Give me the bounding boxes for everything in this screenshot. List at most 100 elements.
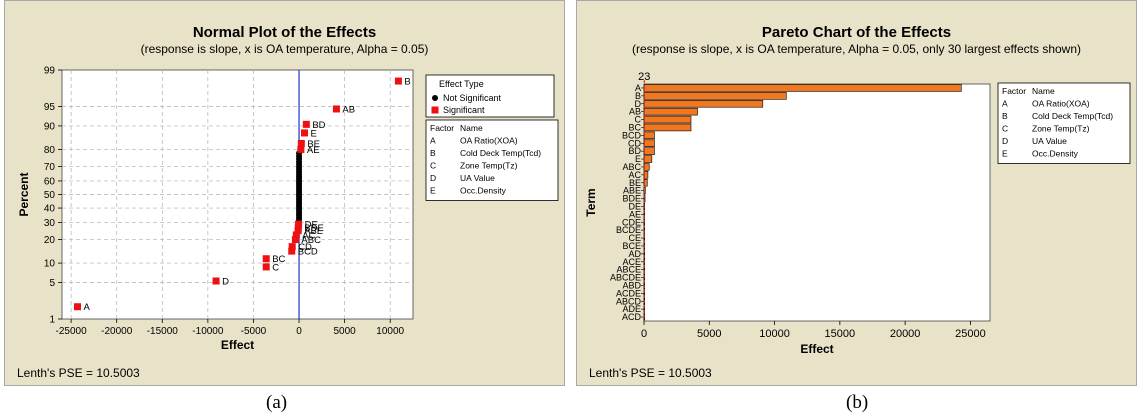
pareto-chart-svg: ABDABCBCBCDCDBDEABCACBEABEBDEDEAECDEBCDE…	[584, 71, 1131, 356]
factor-code: B	[1002, 111, 1008, 121]
point-label: ABC	[301, 235, 321, 246]
x-axis-label: Effect	[221, 338, 254, 352]
y-tick-label: 5	[49, 278, 55, 289]
x-tick-label: 0	[296, 326, 302, 337]
effect-bar	[643, 155, 653, 163]
factor-code: D	[430, 173, 436, 183]
term-label: ACD	[622, 312, 642, 322]
significant-point	[394, 77, 402, 85]
x-tick-label: -20000	[101, 326, 133, 337]
x-tick-label: -15000	[147, 326, 179, 337]
significant-point	[262, 263, 270, 271]
term-label: BCE	[622, 241, 641, 251]
y-tick-label: 80	[44, 145, 56, 156]
point-label: E	[311, 128, 317, 139]
term-label: ABCDE	[610, 273, 641, 283]
factor-name: OA Ratio(XOA)	[460, 136, 518, 146]
significant-point	[302, 120, 310, 128]
y-tick-label: 1	[49, 315, 55, 326]
term-label: ABC	[622, 162, 641, 172]
term-label: ACDE	[616, 288, 641, 298]
significant-point	[332, 105, 340, 113]
term-label: CD	[628, 138, 641, 148]
reference-line-label: 23	[638, 71, 650, 83]
term-label: E	[635, 154, 641, 164]
effect-bar	[643, 107, 698, 116]
factor-table-header: Factor	[430, 123, 454, 133]
point-label: AB	[342, 104, 355, 115]
point-label: AE	[307, 145, 320, 156]
effect-bar	[643, 84, 962, 92]
factor-name: UA Value	[1032, 136, 1067, 146]
term-label: BD	[628, 146, 641, 156]
factor-table-header: Name	[1032, 86, 1055, 96]
x-axis-label: Effect	[800, 342, 833, 356]
x-tick-label: -10000	[192, 326, 224, 337]
significant-point	[73, 303, 81, 311]
legend-marker-significant	[431, 106, 439, 114]
y-tick-label: 99	[44, 66, 56, 77]
term-label: AE	[629, 209, 641, 219]
factor-name: OA Ratio(XOA)	[1032, 99, 1090, 109]
y-axis-label: Percent	[17, 172, 31, 216]
factor-name: Zone Temp(Tz)	[460, 161, 518, 171]
plot-area	[643, 83, 991, 322]
x-tick-label: 25000	[955, 328, 986, 340]
effect-bar	[643, 131, 655, 140]
significant-point	[295, 220, 303, 228]
y-tick-label: 60	[44, 176, 56, 187]
factor-table-box	[997, 82, 1131, 164]
term-label: BCDE	[616, 225, 641, 235]
point-label: D	[222, 277, 229, 288]
legend-marker-not-significant	[432, 95, 438, 101]
x-tick-label: 10000	[376, 326, 404, 337]
factor-code: B	[430, 148, 436, 158]
chart-subtitle: (response is slope, x is OA temperature,…	[140, 42, 429, 56]
term-label: AD	[628, 249, 641, 259]
point-label: CD	[298, 242, 312, 253]
point-label: ABE	[304, 226, 323, 237]
term-label: C	[635, 115, 642, 125]
point-label: BD	[312, 120, 325, 131]
x-tick-label: -25000	[56, 326, 88, 337]
term-label: ABD	[622, 280, 641, 290]
point-label: BC	[272, 254, 285, 265]
chart-title: Normal Plot of the Effects	[192, 24, 377, 41]
effect-bar	[643, 123, 692, 132]
y-tick-label: 40	[44, 204, 56, 215]
significant-point	[297, 139, 305, 147]
factor-code: C	[430, 161, 436, 171]
normal-plot-panel: Normal Plot of the Effects (response is …	[4, 0, 565, 386]
x-tick-label: 15000	[825, 328, 856, 340]
term-label: ABCE	[616, 265, 641, 275]
x-tick-label: 10000	[759, 328, 790, 340]
term-label: CDE	[622, 217, 641, 227]
factor-table-header: Name	[460, 123, 483, 133]
caption-a: (a)	[266, 392, 288, 413]
term-label: ABCD	[616, 296, 642, 306]
term-label: BDE	[622, 194, 641, 204]
factor-code: C	[1002, 124, 1008, 134]
point-label: A	[83, 302, 90, 313]
y-tick-label: 10	[44, 259, 56, 270]
point-label: AC	[302, 230, 315, 241]
effect-bar	[643, 92, 787, 100]
factor-name: UA Value	[460, 173, 495, 183]
caption-b: (b)	[846, 392, 869, 413]
y-tick-label: 20	[44, 235, 56, 246]
y-tick-label: 90	[44, 121, 56, 132]
term-label: DE	[628, 201, 641, 211]
term-label: B	[635, 91, 641, 101]
legend-label: Not Significant	[443, 93, 502, 103]
pareto-chart-panel: Pareto Chart of the Effects (response is…	[576, 0, 1137, 386]
term-label: BC	[628, 122, 641, 132]
factor-code: D	[1002, 136, 1008, 146]
term-label: D	[635, 99, 642, 109]
effect-bar	[643, 139, 655, 148]
x-tick-label: -5000	[241, 326, 267, 337]
factor-name: Cold Deck Temp(Tcd)	[460, 148, 541, 158]
chart-subtitle: (response is slope, x is OA temperature,…	[631, 42, 1082, 56]
term-label: ABE	[623, 186, 641, 196]
x-tick-label: 0	[641, 328, 647, 340]
y-axis-label: Term	[584, 188, 598, 216]
